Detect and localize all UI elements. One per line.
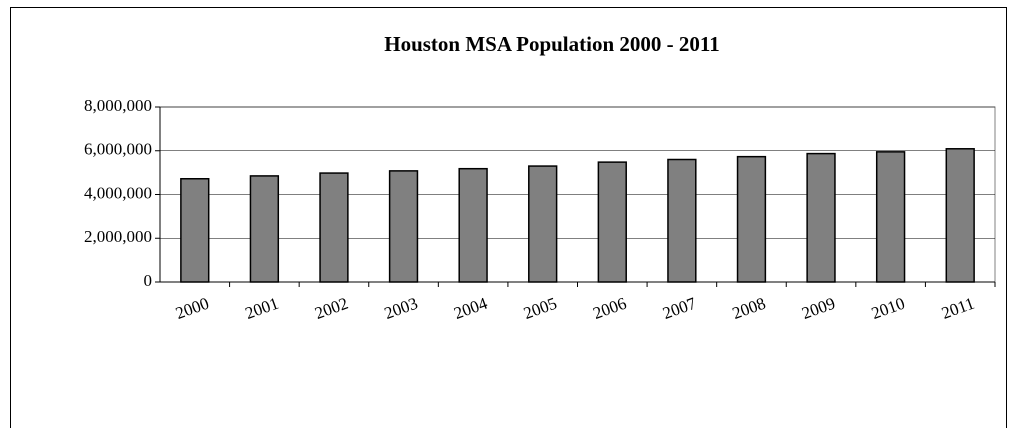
bar	[806, 152, 836, 283]
chart-title: Houston MSA Population 2000 - 2011	[384, 32, 719, 56]
bar	[667, 158, 697, 283]
y-tick-label: 6,000,000	[84, 140, 152, 159]
bar	[945, 148, 975, 283]
bar	[458, 167, 488, 283]
bar	[597, 161, 627, 283]
bar	[875, 151, 906, 283]
bar	[528, 165, 558, 283]
chart-frame	[10, 7, 1007, 428]
y-tick-label: 0	[144, 271, 153, 290]
bar	[388, 170, 419, 283]
y-tick-label: 2,000,000	[84, 227, 152, 246]
bar	[249, 175, 280, 283]
bar	[736, 155, 767, 283]
y-tick-label: 4,000,000	[84, 183, 152, 202]
y-tick-label: 8,000,000	[84, 96, 152, 115]
bar	[319, 172, 349, 283]
bar	[180, 178, 210, 283]
